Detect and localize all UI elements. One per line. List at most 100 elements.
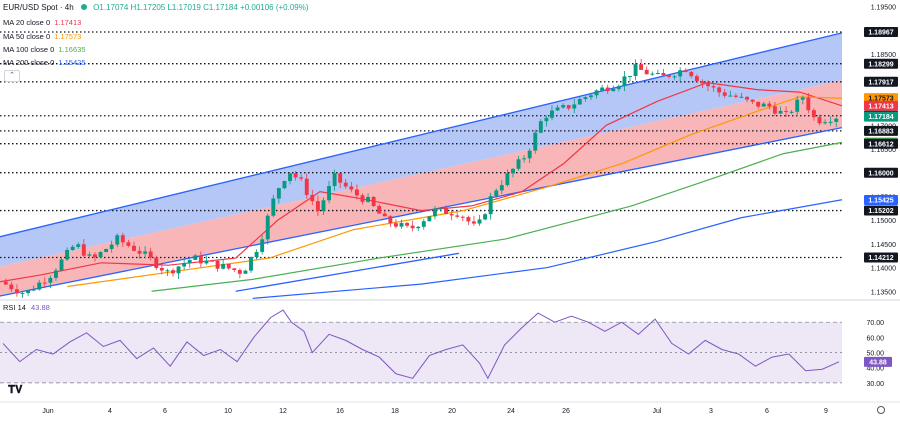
candle-body [143, 251, 148, 254]
candle-body [650, 73, 655, 75]
candle-body [756, 101, 761, 107]
candle-body [98, 252, 103, 258]
ma50-line [67, 96, 843, 288]
price-label-box-13 [864, 252, 898, 263]
ohlc-low: L1.17019 [167, 3, 201, 12]
price-label-9: 1.16612 [868, 141, 893, 148]
candle-body [577, 99, 582, 105]
candle-body [332, 173, 337, 187]
candle-body [633, 64, 638, 76]
candle-body [93, 254, 97, 258]
candle-body [823, 122, 828, 124]
price-tick-7: 1.14500 [871, 242, 896, 249]
ma200-label: MA 200 close 0 [3, 58, 55, 67]
time-tick-11: 3 [709, 408, 713, 415]
legend-ma100[interactable]: MA 100 close 0 1.16635 [3, 45, 86, 54]
candle-body [483, 214, 488, 220]
candle-body [700, 81, 705, 84]
settings-gear-icon[interactable] [877, 406, 885, 414]
price-label-2: 1.17917 [868, 79, 893, 86]
candle-body [388, 216, 393, 224]
candle-body [527, 150, 532, 159]
candle-body [717, 87, 722, 93]
candle-body [87, 254, 92, 256]
price-label-box-10 [864, 167, 898, 178]
price-tick-0: 1.19500 [871, 5, 896, 12]
candle-body [182, 263, 187, 267]
chart-header: EUR/USD Spot · 4h O1.17074 H1.17205 L1.1… [3, 3, 309, 12]
candle-body [667, 75, 671, 77]
candle-body [198, 255, 203, 264]
candle-body [115, 235, 120, 245]
candle-body [343, 182, 348, 187]
candle-body [204, 260, 209, 264]
price-label-1: 1.18299 [868, 61, 893, 68]
candle-body [377, 205, 382, 214]
collapse-legend-button[interactable]: ⌃ [4, 70, 20, 82]
candle-body [371, 196, 376, 206]
tradingview-logo-icon[interactable]: 𝐓𝐕 [8, 384, 23, 396]
candle-body [494, 190, 499, 197]
legend-ma20[interactable]: MA 20 close 0 1.17413 [3, 18, 81, 27]
candle-body [304, 178, 309, 195]
ma200-value: 1.15425 [58, 58, 86, 67]
candle-body [728, 95, 733, 97]
candle-body [655, 72, 660, 74]
candle-body [237, 270, 242, 274]
symbol-title[interactable]: EUR/USD Spot · 4h [3, 3, 74, 12]
candle-body [26, 290, 31, 294]
candle-body [249, 257, 253, 271]
candle-body [550, 110, 554, 118]
rsi-value-label: 43.88 [869, 359, 887, 366]
candle-body [76, 244, 81, 247]
price-label-box-7 [864, 125, 898, 136]
candle-body [171, 270, 175, 274]
ma20-label: MA 20 close 0 [3, 18, 51, 27]
rsi-tick-1: 60.00 [866, 335, 884, 342]
candle-body [132, 245, 136, 251]
rsi-value-box [864, 356, 892, 367]
ma20-value: 1.17413 [54, 18, 82, 27]
price-tick-8: 1.14000 [871, 266, 896, 273]
time-tick-7: 20 [448, 408, 456, 415]
candle-body [137, 250, 142, 254]
rsi-tick-3: 40.00 [866, 366, 884, 373]
candle-body [260, 239, 265, 252]
candle-body [399, 222, 404, 227]
legend-ma50[interactable]: MA 50 close 0 1.17573 [3, 32, 81, 41]
candle-body [739, 96, 744, 98]
candle-body [772, 106, 777, 114]
candle-body [561, 105, 566, 108]
candle-body [187, 259, 192, 264]
price-label-4: 1.17413 [868, 103, 893, 110]
candle-body [315, 201, 320, 212]
ma50-value: 1.17573 [54, 32, 82, 41]
candle-body [778, 110, 783, 114]
candle-body [566, 105, 571, 109]
candle-body [221, 263, 226, 269]
candle-body [299, 177, 304, 179]
candle-body [455, 215, 460, 217]
candle-body [293, 173, 298, 178]
candle-body [438, 207, 443, 209]
candle-body [661, 72, 666, 76]
rsi-legend[interactable]: RSI 14 43.88 [3, 303, 50, 312]
candle-body [20, 293, 25, 295]
time-tick-13: 9 [824, 408, 828, 415]
time-tick-0: Jun [42, 408, 53, 415]
candle-body [605, 87, 610, 92]
candle-body [354, 189, 359, 196]
candle-body [795, 99, 800, 112]
candle-body [176, 266, 181, 274]
candle-body [215, 260, 220, 269]
candle-body [522, 158, 527, 160]
candle-body [360, 195, 365, 202]
candle-body [444, 207, 449, 215]
candle-body [53, 270, 58, 278]
candle-body [555, 107, 560, 111]
price-tick-9: 1.13500 [871, 289, 896, 296]
legend-ma200[interactable]: MA 200 close 0 1.15425 [3, 58, 86, 67]
candle-body [321, 200, 326, 212]
